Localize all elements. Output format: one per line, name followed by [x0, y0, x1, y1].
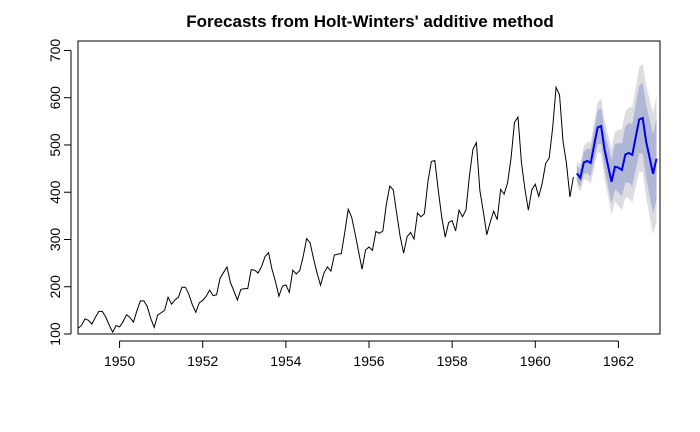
x-tick-label: 1952 — [187, 353, 218, 369]
y-tick-label: 300 — [47, 228, 63, 252]
y-tick-label: 200 — [47, 275, 63, 299]
forecast-series-line — [576, 116, 658, 183]
y-tick-label: 400 — [47, 180, 63, 204]
y-tick-label: 100 — [47, 322, 63, 346]
x-tick-label: 1950 — [104, 353, 135, 369]
chart-title: Forecasts from Holt-Winters' additive me… — [186, 12, 554, 31]
x-axis: 1950 1952 1954 1956 1958 1960 1962 — [104, 340, 634, 369]
series-lines — [77, 85, 658, 334]
plot-frame — [77, 40, 661, 335]
x-tick-label: 1956 — [353, 353, 384, 369]
y-tick-label: 600 — [47, 86, 63, 110]
observed-series-line — [77, 85, 574, 334]
x-tick-label: 1958 — [437, 353, 468, 369]
x-tick-label: 1954 — [270, 353, 301, 369]
prediction-bands — [576, 64, 657, 235]
y-tick-label: 500 — [47, 133, 63, 157]
x-tick-label: 1960 — [520, 353, 551, 369]
x-tick-label: 1962 — [603, 353, 634, 369]
y-axis: 100 200 300 400 500 600 700 — [47, 39, 72, 346]
y-tick-label: 700 — [47, 39, 63, 63]
prediction-band-80 — [576, 82, 657, 214]
